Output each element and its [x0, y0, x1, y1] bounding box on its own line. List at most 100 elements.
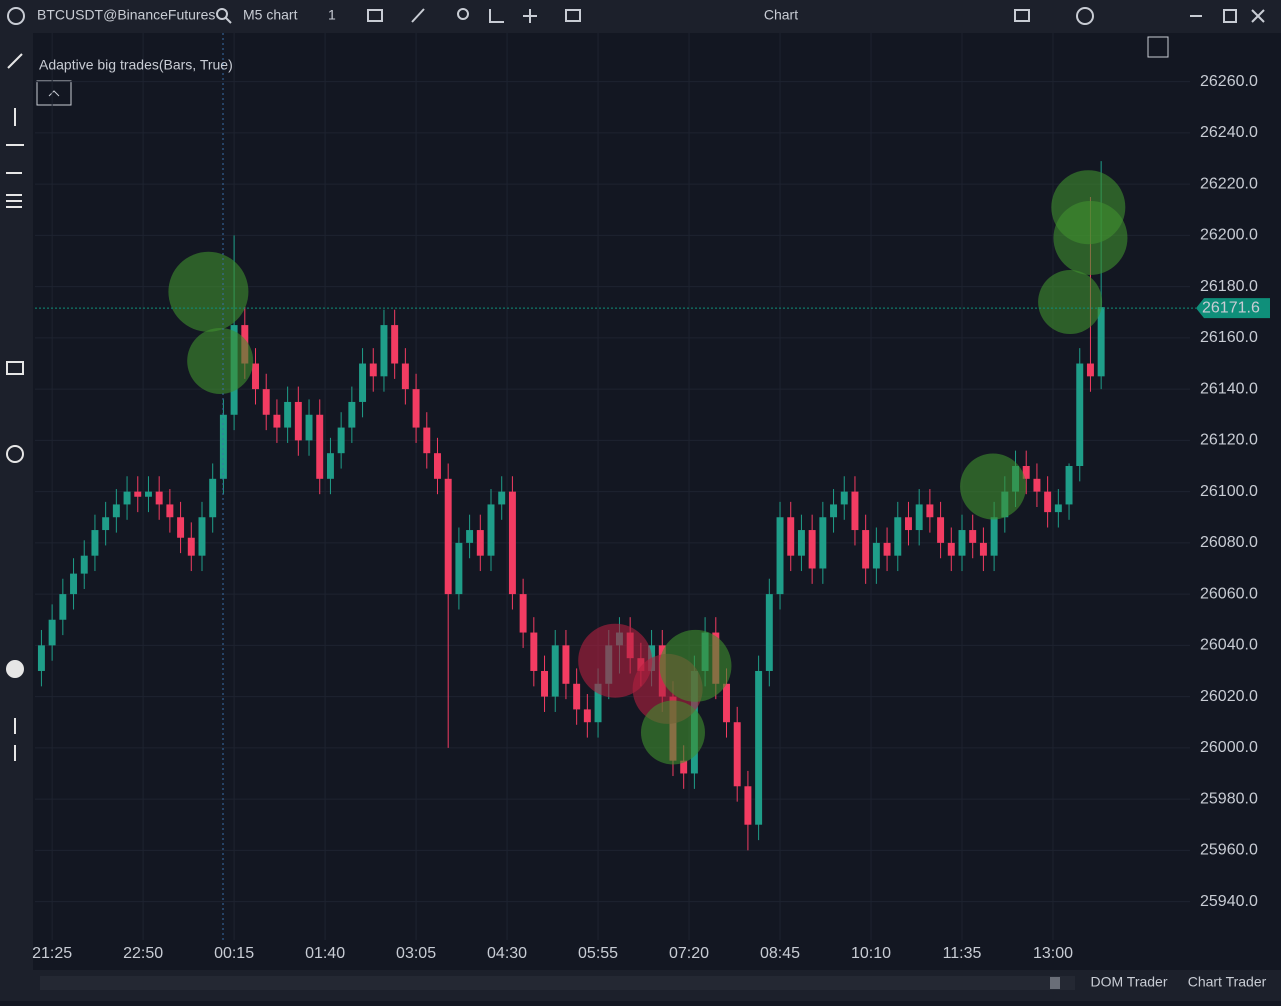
y-tick-label: 26120.0: [1200, 432, 1258, 449]
candle-body: [262, 389, 270, 415]
y-tick-label: 26200.0: [1200, 227, 1258, 244]
x-tick-label: 22:50: [123, 945, 163, 962]
candle-body: [904, 517, 912, 531]
top-toolbar: [0, 0, 1281, 33]
timeframe[interactable]: M5 chart: [243, 7, 298, 23]
y-tick-label: 26220.0: [1200, 175, 1258, 192]
candle-body: [680, 760, 688, 774]
candle-body: [583, 709, 591, 723]
x-tick-label: 03:05: [396, 945, 436, 962]
candle-body: [187, 537, 195, 556]
y-tick-label: 26180.0: [1200, 278, 1258, 295]
chart: [35, 33, 1196, 940]
candle-body: [305, 414, 313, 441]
y-tick-label: 26040.0: [1200, 637, 1258, 654]
y-tick-label: 26100.0: [1200, 483, 1258, 500]
candle-body: [166, 504, 174, 518]
candle-body: [476, 530, 484, 556]
candle-body: [787, 517, 795, 556]
candle-body: [1065, 466, 1073, 505]
candle-body: [562, 645, 570, 684]
candle-body: [455, 542, 463, 595]
candle-body: [1022, 466, 1030, 479]
left-toolbar: [0, 33, 33, 970]
candle-body: [1033, 478, 1041, 492]
candle-body: [337, 427, 345, 454]
window-title: Chart: [764, 7, 798, 23]
candle-body: [284, 401, 292, 428]
candle-body: [883, 542, 891, 556]
candle-body: [209, 478, 217, 518]
candle-body: [979, 542, 987, 556]
candle-body: [915, 504, 923, 531]
y-tick-label: 26240.0: [1200, 124, 1258, 141]
candle-body: [530, 632, 538, 671]
scrollbar-thumb[interactable]: [1050, 977, 1060, 989]
chart-count[interactable]: 1: [328, 7, 336, 23]
candle-body: [59, 594, 67, 620]
candle-body: [155, 491, 163, 505]
y-tick-label: 26000.0: [1200, 739, 1258, 756]
candle-body: [969, 530, 977, 543]
candle-body: [541, 670, 549, 697]
candle-body: [1054, 504, 1062, 513]
candle-body: [102, 517, 110, 531]
candle-body: [765, 594, 773, 671]
candle-body: [926, 504, 934, 518]
candle-body: [380, 325, 388, 377]
candle-body: [252, 363, 259, 390]
candle-body: [519, 594, 527, 633]
dom-trader-tab[interactable]: DOM Trader: [1090, 974, 1167, 990]
candle-body: [348, 401, 356, 428]
candle-body: [1086, 363, 1094, 377]
candle-body: [144, 491, 152, 497]
candle-body: [177, 517, 185, 538]
scroll-end-button[interactable]: [1147, 36, 1169, 58]
y-tick-label: 25940.0: [1200, 893, 1258, 910]
candle-body: [830, 504, 838, 518]
big-trade-bubble: [1053, 200, 1128, 275]
candle-body: [840, 491, 848, 505]
candle-body: [797, 530, 805, 556]
big-trade-bubble: [659, 629, 732, 702]
indicator-label: Adaptive big trades(Bars, True): [39, 57, 233, 73]
candle-body: [755, 670, 763, 825]
y-tick-label: 26060.0: [1200, 585, 1258, 602]
candle-body: [723, 683, 730, 723]
candle-body: [273, 414, 281, 428]
candle-body: [1097, 307, 1105, 377]
candle-body: [958, 530, 966, 556]
drawing-tools[interactable]: [6, 53, 24, 761]
candle-body: [80, 555, 88, 574]
collapse-button[interactable]: [36, 80, 72, 106]
candle-body: [123, 491, 131, 505]
candle-body: [423, 427, 431, 454]
y-tick-label: 26140.0: [1200, 380, 1258, 397]
symbol[interactable]: BTCUSDT@BinanceFutures: [37, 7, 215, 23]
candle-body: [594, 683, 602, 723]
candle-body: [1076, 363, 1084, 467]
candle-body: [466, 530, 474, 543]
toolbar-icons[interactable]: [216, 7, 1265, 25]
y-tick-label: 25960.0: [1200, 842, 1258, 859]
big-trade-bubble: [960, 453, 1027, 520]
candle-body: [359, 363, 367, 402]
candle-body: [112, 504, 120, 518]
candle-body: [134, 491, 142, 497]
candle-body: [776, 517, 784, 595]
chart-trader-tab[interactable]: Chart Trader: [1188, 974, 1267, 990]
candle-body: [326, 453, 334, 479]
candle-body: [316, 414, 324, 479]
big-trade-bubble: [640, 700, 705, 765]
candle-body: [744, 786, 752, 825]
candle-body: [37, 645, 45, 671]
candle-body: [444, 478, 452, 595]
y-tick-label: 26020.0: [1200, 688, 1258, 705]
candle-body: [369, 363, 377, 377]
candle-body: [487, 504, 495, 556]
candle-body: [70, 573, 78, 595]
app-logo[interactable]: [7, 7, 25, 25]
collapse-icon: [48, 90, 60, 97]
scrollbar[interactable]: [40, 976, 1075, 990]
